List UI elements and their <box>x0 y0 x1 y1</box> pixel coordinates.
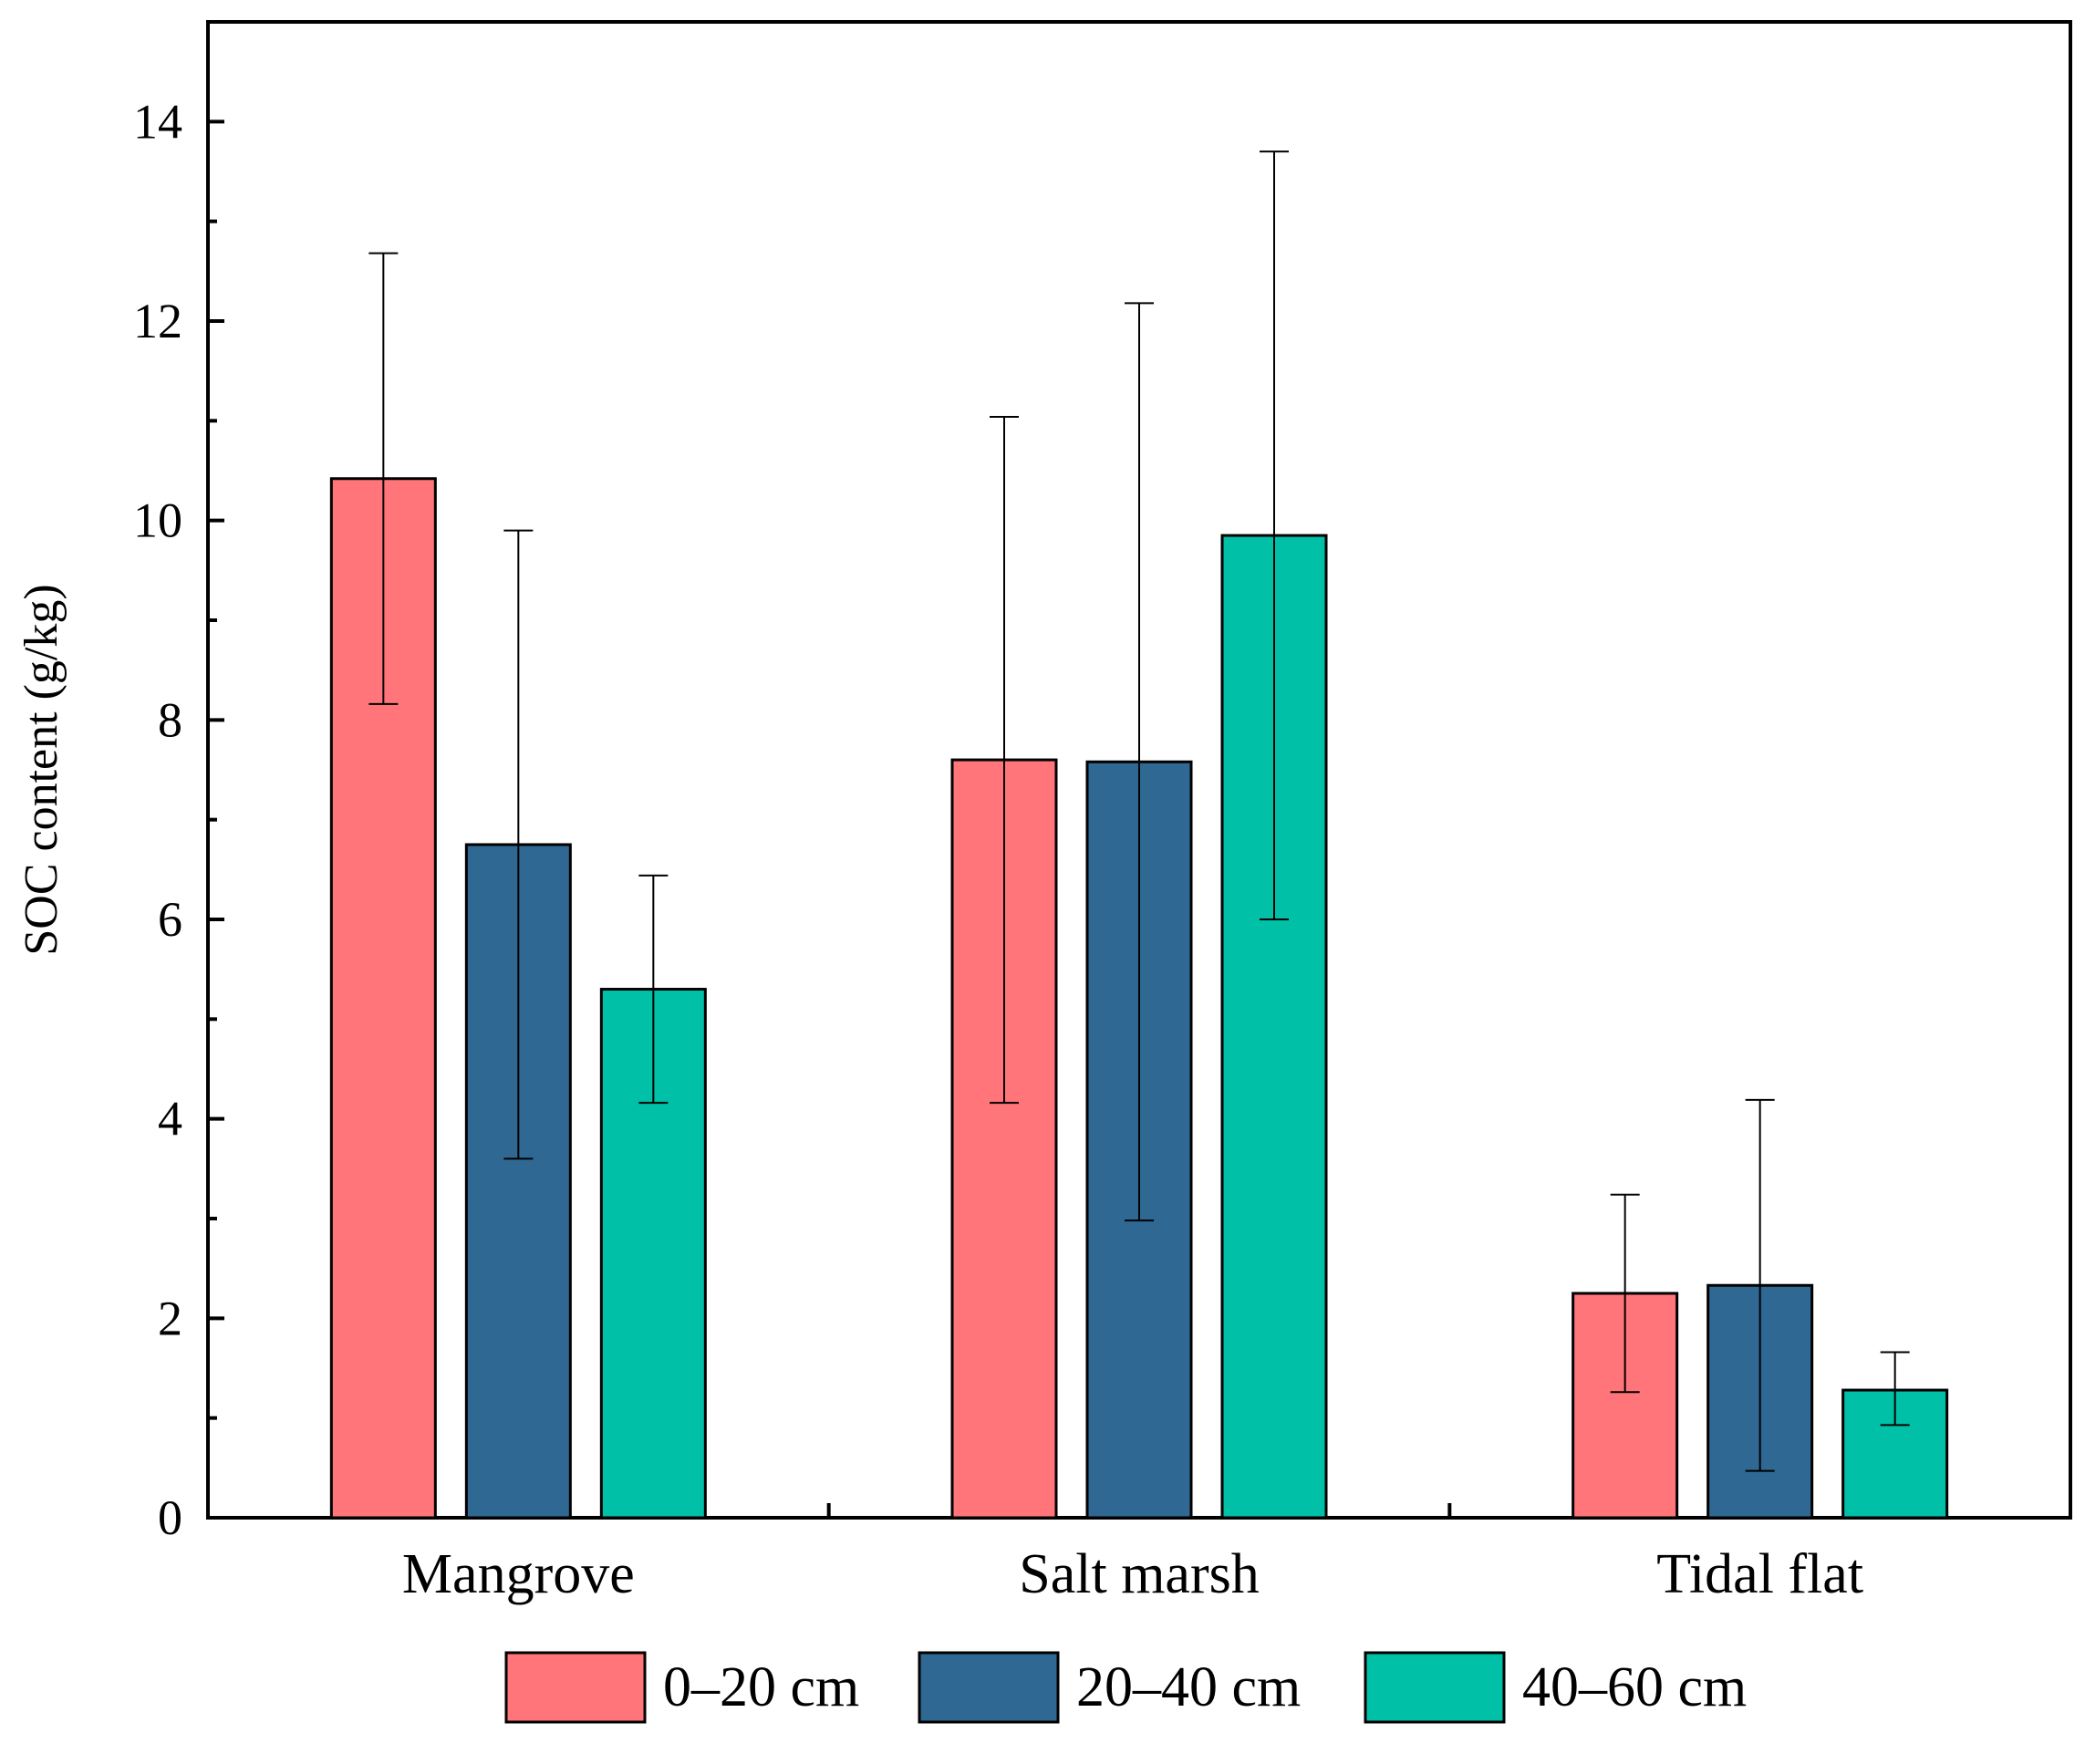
y-axis-ticks: 0 2 4 6 8 10 12 14 <box>133 94 224 1545</box>
legend-swatch <box>504 1651 647 1724</box>
error-bars <box>368 150 1910 1472</box>
x-tick-label: Tidal flat <box>1656 1543 1863 1605</box>
bar <box>950 758 1058 1520</box>
y-tick-label: 0 <box>158 1490 182 1545</box>
legend-label: 0–20 cm <box>663 1656 859 1718</box>
legend: 0–20 cm 20–40 cm 40–60 cm <box>504 1651 1747 1724</box>
legend-swatch <box>918 1651 1060 1724</box>
x-axis-ticks: Mangrove Salt marsh Tidal flat <box>402 1490 1863 1605</box>
legend-label: 20–40 cm <box>1076 1656 1301 1718</box>
x-tick-label: Mangrove <box>402 1543 635 1605</box>
legend-swatch <box>1364 1651 1506 1724</box>
bar-series <box>329 477 1949 1520</box>
legend-label: 40–60 cm <box>1522 1656 1747 1718</box>
y-tick-label: 4 <box>158 1092 182 1147</box>
y-axis-label: SOC content (g/kg) <box>16 584 67 955</box>
y-tick-label: 6 <box>158 892 182 947</box>
y-tick-label: 14 <box>133 94 182 149</box>
y-tick-label: 12 <box>133 294 182 348</box>
y-tick-label: 10 <box>133 493 182 548</box>
y-tick-label: 8 <box>158 692 182 747</box>
x-tick-label: Salt marsh <box>1019 1543 1259 1605</box>
y-tick-label: 2 <box>158 1291 182 1345</box>
